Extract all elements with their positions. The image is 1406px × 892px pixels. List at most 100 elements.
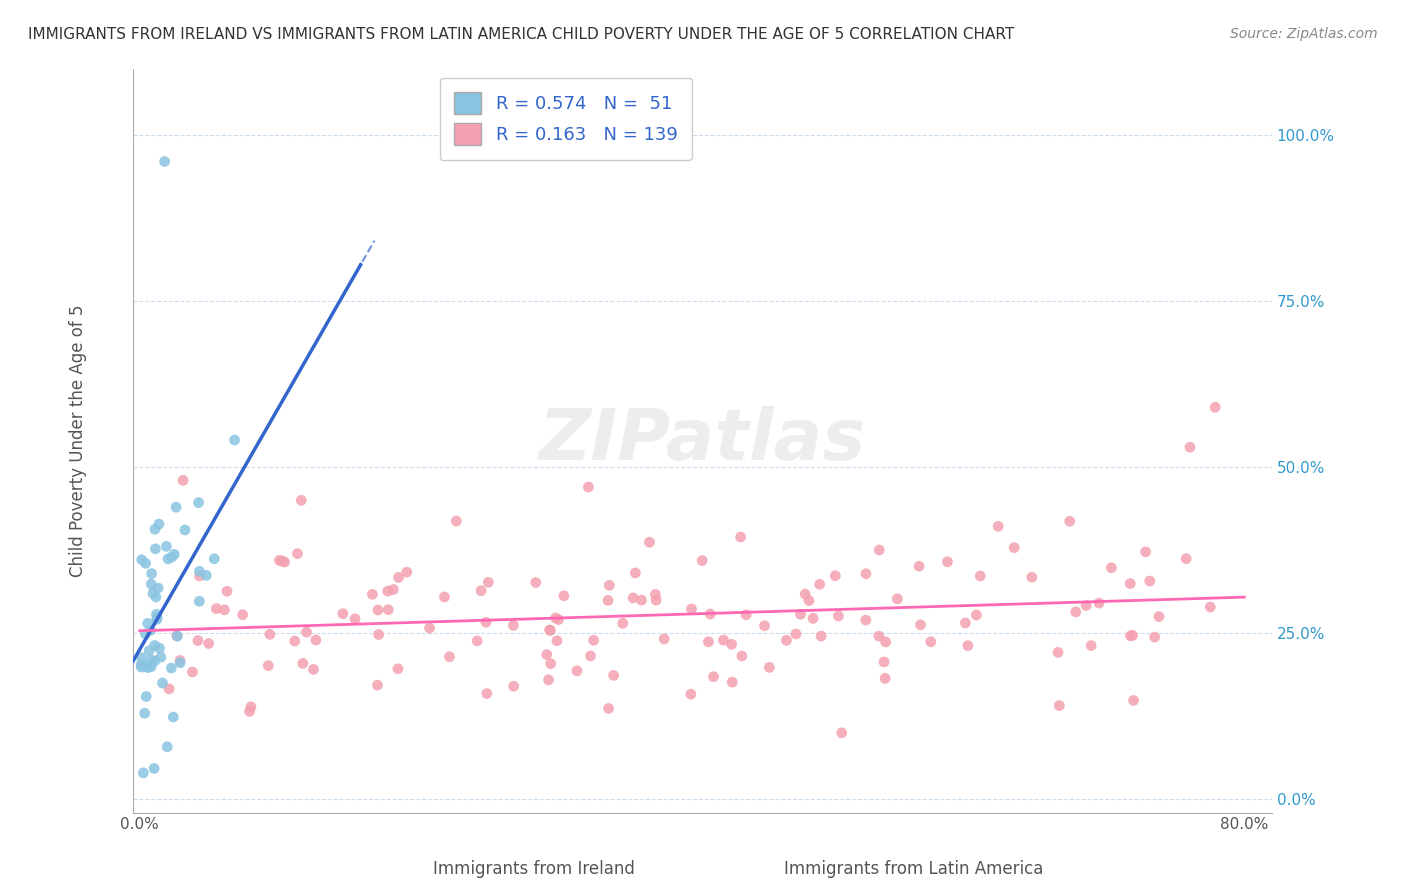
Point xyxy=(624,566,647,580)
Point xyxy=(143,654,166,668)
Point xyxy=(131,660,153,674)
Point xyxy=(156,739,179,754)
Point xyxy=(187,633,209,648)
Point xyxy=(735,607,758,622)
Point xyxy=(232,607,254,622)
Point xyxy=(1147,609,1170,624)
Point xyxy=(679,687,702,701)
Point xyxy=(801,611,824,625)
Point xyxy=(612,616,634,631)
Point xyxy=(287,547,309,561)
Text: IMMIGRANTS FROM IRELAND VS IMMIGRANTS FROM LATIN AMERICA CHILD POVERTY UNDER THE: IMMIGRANTS FROM IRELAND VS IMMIGRANTS FR… xyxy=(28,27,1014,42)
Text: Immigrants from Latin America: Immigrants from Latin America xyxy=(785,860,1043,878)
Point xyxy=(794,587,817,601)
Point xyxy=(305,633,328,648)
Point xyxy=(1175,551,1198,566)
Point xyxy=(1119,629,1142,643)
Text: Immigrants from Ireland: Immigrants from Ireland xyxy=(433,860,636,878)
Point xyxy=(202,551,225,566)
Point xyxy=(475,687,498,701)
Point xyxy=(361,587,384,601)
Point xyxy=(475,615,498,630)
Point xyxy=(395,565,418,579)
Point xyxy=(789,607,811,622)
Point xyxy=(1080,639,1102,653)
Point xyxy=(797,593,820,607)
Point xyxy=(134,627,156,641)
Point xyxy=(145,590,167,604)
Point xyxy=(215,584,238,599)
Point xyxy=(502,618,524,632)
Point xyxy=(195,568,218,582)
Point xyxy=(598,701,620,715)
Point xyxy=(446,514,468,528)
Point xyxy=(602,668,624,682)
Point xyxy=(547,613,569,627)
Point xyxy=(143,522,166,536)
Point xyxy=(156,552,179,566)
Point xyxy=(367,627,389,641)
Point xyxy=(131,553,153,567)
Point xyxy=(141,659,163,673)
Point xyxy=(145,541,167,556)
Point xyxy=(855,613,877,627)
Point xyxy=(188,594,211,608)
Point xyxy=(382,582,405,597)
Point xyxy=(132,765,155,780)
Point xyxy=(1121,628,1143,642)
Point xyxy=(387,662,409,676)
Text: ZIPatlas: ZIPatlas xyxy=(538,406,866,475)
Point xyxy=(546,633,568,648)
Point xyxy=(131,650,153,665)
Point xyxy=(810,629,832,643)
Point xyxy=(239,699,262,714)
Point xyxy=(868,543,890,558)
Point xyxy=(553,589,575,603)
Point xyxy=(644,587,666,601)
Point xyxy=(808,577,831,591)
Y-axis label: Child Poverty Under the Age of 5: Child Poverty Under the Age of 5 xyxy=(69,304,87,577)
Point xyxy=(731,648,754,663)
Point xyxy=(146,581,169,595)
Point xyxy=(143,762,166,776)
Point xyxy=(366,678,388,692)
Point xyxy=(152,676,174,690)
Point xyxy=(197,636,219,650)
Point xyxy=(153,154,176,169)
Point xyxy=(1143,630,1166,644)
Point xyxy=(146,611,169,625)
Point xyxy=(149,650,172,665)
Point xyxy=(578,480,600,494)
Point xyxy=(524,575,547,590)
Point xyxy=(439,649,461,664)
Point xyxy=(652,632,675,646)
Point xyxy=(565,664,588,678)
Point xyxy=(936,555,959,569)
Point xyxy=(172,474,194,488)
Point xyxy=(1021,570,1043,584)
Point xyxy=(868,629,890,643)
Point xyxy=(720,637,742,651)
Point xyxy=(969,569,991,583)
Point xyxy=(910,617,932,632)
Point xyxy=(269,553,291,567)
Point xyxy=(214,603,236,617)
Point xyxy=(955,615,977,630)
Point xyxy=(702,670,724,684)
Point xyxy=(540,657,562,671)
Point xyxy=(134,706,156,721)
Point xyxy=(1088,596,1111,610)
Point xyxy=(141,577,163,591)
Text: Source: ZipAtlas.com: Source: ZipAtlas.com xyxy=(1230,27,1378,41)
Point xyxy=(388,570,411,584)
Point xyxy=(224,433,246,447)
Point xyxy=(630,593,652,607)
Point xyxy=(873,655,896,669)
Point xyxy=(187,495,209,509)
Point xyxy=(638,535,661,549)
Point xyxy=(174,523,197,537)
Point xyxy=(908,559,931,574)
Point xyxy=(1101,560,1123,574)
Point xyxy=(536,648,558,662)
Point xyxy=(169,653,191,667)
